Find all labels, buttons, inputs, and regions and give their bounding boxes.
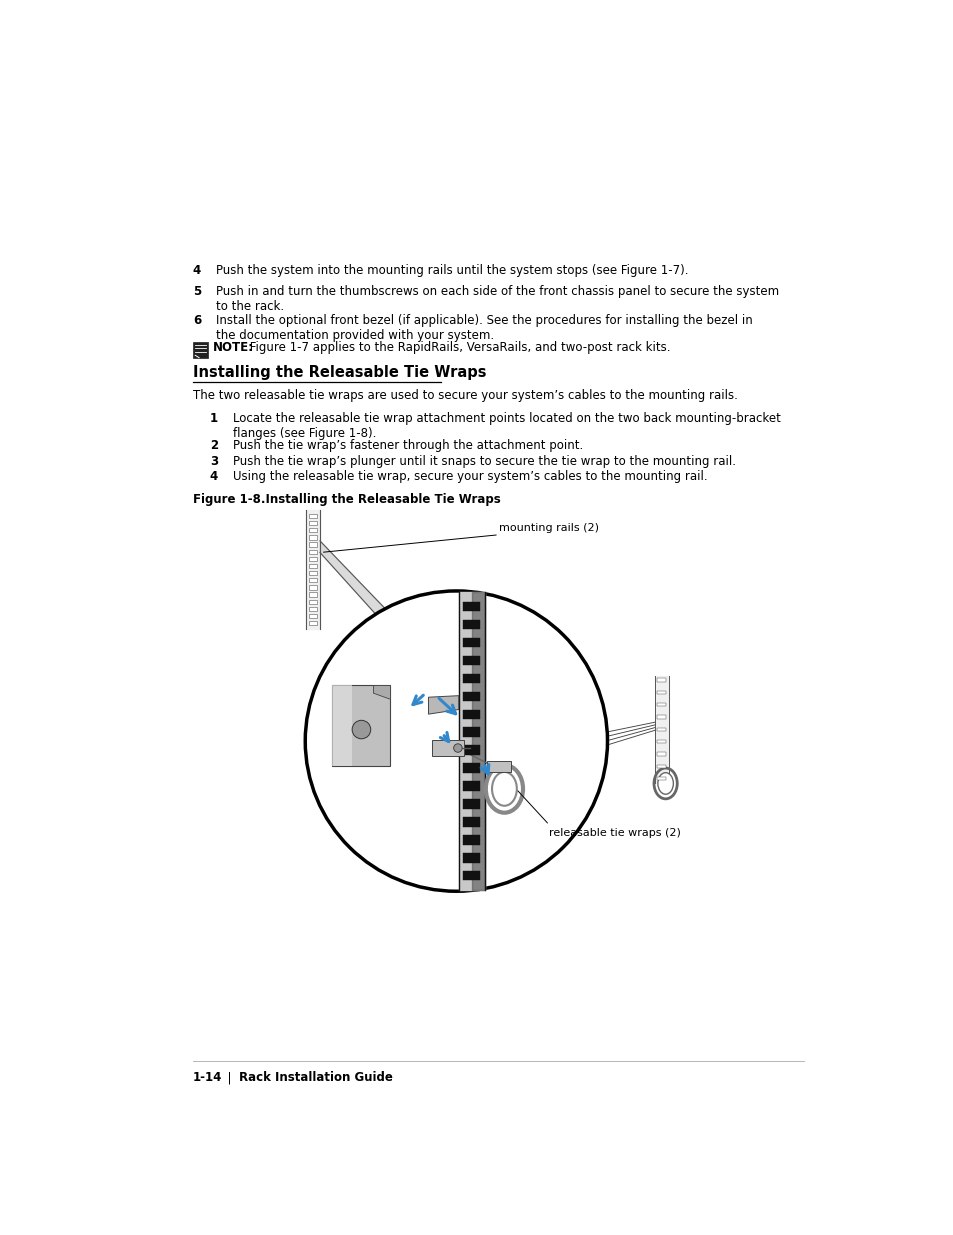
Bar bbox=[462, 656, 479, 664]
Bar bbox=[462, 835, 479, 845]
Bar bbox=[431, 740, 464, 756]
Bar bbox=[309, 535, 317, 540]
Polygon shape bbox=[472, 593, 484, 889]
Bar bbox=[309, 514, 317, 519]
Bar bbox=[462, 818, 479, 826]
Bar bbox=[657, 777, 665, 781]
Polygon shape bbox=[458, 593, 484, 889]
Bar bbox=[429, 656, 440, 664]
Text: Figure 1-8.: Figure 1-8. bbox=[193, 493, 265, 506]
Bar bbox=[657, 752, 665, 756]
Text: Push in and turn the thumbscrews on each side of the front chassis panel to secu: Push in and turn the thumbscrews on each… bbox=[216, 285, 779, 314]
Bar bbox=[309, 557, 317, 561]
Polygon shape bbox=[373, 685, 390, 699]
Bar bbox=[309, 542, 317, 547]
Text: Push the tie wrap’s plunger until it snaps to secure the tie wrap to the mountin: Push the tie wrap’s plunger until it sna… bbox=[233, 454, 736, 468]
Bar bbox=[462, 692, 479, 700]
Bar bbox=[462, 853, 479, 862]
Bar bbox=[657, 690, 665, 694]
Bar bbox=[462, 637, 479, 647]
Bar bbox=[309, 599, 317, 604]
Polygon shape bbox=[332, 685, 352, 766]
Ellipse shape bbox=[492, 772, 517, 805]
Polygon shape bbox=[428, 695, 458, 714]
Polygon shape bbox=[332, 685, 390, 766]
Bar bbox=[462, 763, 479, 773]
Text: Rack Installation Guide: Rack Installation Guide bbox=[239, 1072, 393, 1084]
Text: 5: 5 bbox=[193, 285, 201, 299]
Text: Install the optional front bezel (if applicable). See the procedures for install: Install the optional front bezel (if app… bbox=[216, 314, 752, 342]
Bar bbox=[309, 585, 317, 589]
Text: NOTE:: NOTE: bbox=[213, 341, 253, 354]
Text: Push the tie wrap’s fastener through the attachment point.: Push the tie wrap’s fastener through the… bbox=[233, 440, 583, 452]
Bar bbox=[309, 550, 317, 553]
Ellipse shape bbox=[658, 773, 673, 794]
Bar bbox=[309, 571, 317, 576]
Bar bbox=[309, 529, 317, 532]
FancyBboxPatch shape bbox=[193, 342, 208, 358]
Bar bbox=[462, 673, 479, 683]
Text: 1-14: 1-14 bbox=[193, 1072, 222, 1084]
Text: Installing the Releasable Tie Wraps: Installing the Releasable Tie Wraps bbox=[193, 364, 486, 379]
Bar bbox=[462, 799, 479, 809]
Text: |: | bbox=[220, 1072, 239, 1084]
Bar bbox=[309, 621, 317, 625]
Text: Push the system into the mounting rails until the system stops (see Figure 1-7).: Push the system into the mounting rails … bbox=[216, 264, 688, 277]
Text: Figure 1-7 applies to the RapidRails, VersaRails, and two-post rack kits.: Figure 1-7 applies to the RapidRails, Ve… bbox=[245, 341, 669, 354]
Bar bbox=[657, 764, 665, 768]
Bar bbox=[462, 620, 479, 629]
Bar bbox=[462, 710, 479, 719]
Text: mounting rails (2): mounting rails (2) bbox=[498, 524, 598, 534]
Bar bbox=[309, 578, 317, 583]
Bar bbox=[657, 727, 665, 731]
Text: releasable tie wraps (2): releasable tie wraps (2) bbox=[549, 829, 680, 839]
Text: 1: 1 bbox=[210, 411, 218, 425]
Bar bbox=[657, 678, 665, 682]
Bar bbox=[462, 782, 479, 790]
Bar bbox=[309, 614, 317, 618]
Bar bbox=[309, 606, 317, 611]
Bar bbox=[462, 601, 479, 611]
Bar bbox=[487, 761, 510, 772]
Bar bbox=[657, 715, 665, 719]
Polygon shape bbox=[319, 541, 433, 673]
Text: 3: 3 bbox=[210, 454, 218, 468]
Bar bbox=[657, 703, 665, 706]
Bar bbox=[657, 740, 665, 743]
Text: Using the releasable tie wrap, secure your system’s cables to the mounting rail.: Using the releasable tie wrap, secure yo… bbox=[233, 471, 707, 483]
Circle shape bbox=[352, 720, 371, 739]
Bar bbox=[309, 593, 317, 597]
Text: 4: 4 bbox=[210, 471, 218, 483]
Text: The two releasable tie wraps are used to secure your system’s cables to the moun: The two releasable tie wraps are used to… bbox=[193, 389, 737, 403]
Circle shape bbox=[454, 743, 461, 752]
Bar bbox=[462, 727, 479, 737]
Text: 2: 2 bbox=[210, 440, 218, 452]
Bar bbox=[462, 871, 479, 881]
Bar bbox=[462, 746, 479, 755]
Bar bbox=[309, 521, 317, 525]
Bar bbox=[309, 564, 317, 568]
Text: Installing the Releasable Tie Wraps: Installing the Releasable Tie Wraps bbox=[249, 493, 500, 506]
Circle shape bbox=[305, 592, 607, 892]
Text: Locate the releasable tie wrap attachment points located on the two back mountin: Locate the releasable tie wrap attachmen… bbox=[233, 411, 781, 440]
Text: 6: 6 bbox=[193, 314, 201, 327]
Text: 4: 4 bbox=[193, 264, 201, 277]
